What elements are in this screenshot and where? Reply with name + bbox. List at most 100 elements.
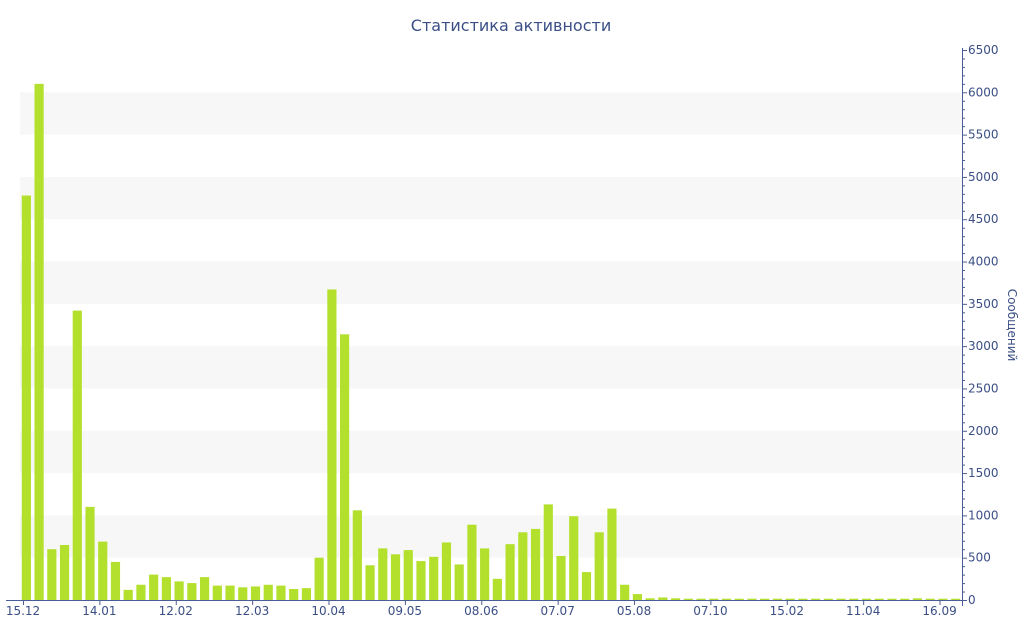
bar [98, 541, 108, 600]
bar [390, 554, 401, 600]
bar [85, 506, 95, 600]
bar [441, 542, 452, 600]
y-tick-label: 6500 [968, 43, 999, 57]
bar [34, 83, 44, 601]
bar [925, 598, 935, 600]
bar [645, 598, 655, 600]
bar [21, 195, 31, 601]
bar [734, 598, 744, 600]
bar [161, 577, 171, 600]
grid-band [20, 515, 962, 558]
bar [798, 598, 808, 600]
bar [760, 598, 770, 600]
x-tick-label: 09.05 [388, 604, 422, 618]
bar [110, 561, 121, 600]
bar [530, 528, 541, 600]
bar [480, 548, 490, 600]
bar [785, 598, 795, 600]
bar [123, 589, 133, 600]
bar [683, 598, 693, 600]
bar [747, 598, 757, 600]
background-bands [20, 92, 962, 558]
y-tick-label: 6000 [968, 85, 999, 99]
grid-band [20, 261, 962, 304]
bar [772, 598, 783, 600]
x-tick-label: 07.10 [693, 604, 727, 618]
bar [301, 588, 312, 600]
bar [289, 589, 299, 600]
bar [620, 584, 630, 600]
bar [454, 564, 464, 600]
y-tick-label: 5500 [968, 128, 999, 142]
x-tick-label: 16.09 [922, 604, 956, 618]
bar [149, 574, 159, 600]
y-tick-label: 0 [968, 593, 976, 607]
bar [696, 598, 706, 600]
x-tick-label: 07.07 [540, 604, 574, 618]
x-tick-label: 10.04 [311, 604, 345, 618]
bar [709, 598, 719, 600]
bar [365, 565, 375, 600]
bar [429, 556, 439, 600]
grid-band [20, 92, 962, 135]
bar [250, 586, 261, 600]
bar [671, 598, 681, 600]
y-tick-label: 1000 [968, 508, 999, 522]
y-tick-label: 4000 [968, 255, 999, 269]
bar [212, 585, 222, 600]
y-axis-label: Сообщений [1005, 289, 1019, 362]
bar [314, 557, 324, 600]
x-tick-label: 15.02 [770, 604, 804, 618]
bar [912, 598, 923, 600]
bar [581, 572, 592, 600]
y-tick-label: 3000 [968, 339, 999, 353]
bar [174, 581, 184, 600]
bar [72, 310, 82, 600]
bar [874, 598, 884, 600]
bar [340, 334, 350, 600]
bar [823, 598, 833, 600]
bar [569, 516, 579, 600]
bar [518, 532, 528, 600]
bar [263, 584, 273, 600]
bar [327, 289, 337, 600]
y-tick-label: 5000 [968, 170, 999, 184]
y-tick-label: 3500 [968, 297, 999, 311]
y-tick-label: 2000 [968, 424, 999, 438]
x-tick-label: 14.01 [82, 604, 116, 618]
x-tick-label: 11.04 [846, 604, 880, 618]
bar [276, 585, 286, 600]
bar [403, 550, 413, 600]
bar [238, 587, 248, 600]
bar [492, 578, 502, 600]
bar [352, 510, 362, 600]
bar [594, 532, 604, 600]
chart-title: Статистика активности [411, 16, 611, 35]
bar [811, 598, 821, 600]
bar [607, 508, 617, 600]
y-tick-label: 1500 [968, 466, 999, 480]
bar [543, 504, 553, 600]
bar [59, 545, 70, 600]
bar [632, 594, 642, 600]
x-tick-label: 12.03 [235, 604, 269, 618]
grid-band [20, 176, 962, 220]
bar [900, 598, 910, 600]
bar [505, 544, 515, 600]
bar [836, 598, 846, 600]
bar [378, 548, 388, 600]
bar [136, 584, 146, 600]
x-tick-label: 12.02 [159, 604, 193, 618]
axes-group: 0 500 1000 1500 2000 2500 3000 3500 4000 4500 5000… [6, 43, 999, 618]
grid-band [20, 430, 962, 474]
bar [416, 561, 426, 600]
x-tick-label: 05.08 [617, 604, 651, 618]
bar [951, 598, 961, 600]
bar [887, 598, 897, 600]
bars-group [21, 83, 961, 601]
y-tick-label: 2500 [968, 381, 999, 395]
y-tick-label: 500 [968, 551, 991, 565]
x-tick-label: 15.12 [6, 604, 40, 618]
